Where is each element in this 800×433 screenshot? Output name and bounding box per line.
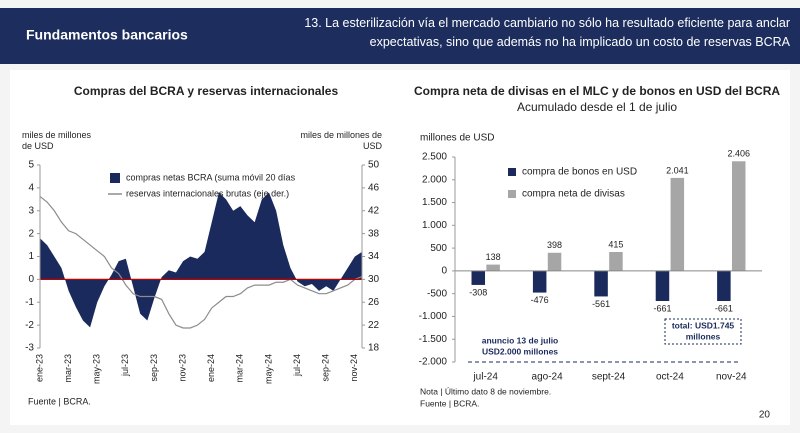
y2-tick-label: 26 xyxy=(368,297,380,308)
bar xyxy=(471,270,486,285)
x-tick-label: mar-24 xyxy=(235,354,245,383)
legend-swatch xyxy=(110,173,120,183)
x-tick-label: ago-24 xyxy=(532,372,564,383)
y-tick-label: 1.500 xyxy=(422,197,447,208)
purchases-area xyxy=(40,192,362,328)
legend-swatch xyxy=(508,168,516,176)
value-label: -661 xyxy=(715,303,733,313)
x-tick-label: nov-24 xyxy=(716,372,747,383)
y-tick-label: -2.000 xyxy=(419,357,448,368)
value-label: 2.041 xyxy=(666,165,689,175)
reserves-line xyxy=(39,195,363,329)
bar xyxy=(547,252,562,271)
y2-axis-title-box: miles de millones de USD xyxy=(300,130,382,151)
y2-tick-label: 46 xyxy=(368,183,380,194)
page-number: 20 xyxy=(759,410,771,421)
chart-title: Compra neta de divisas en el MLC y de bo… xyxy=(414,84,780,98)
y2-tick-label: 38 xyxy=(368,228,380,239)
y-axis-title: millones de USD xyxy=(420,133,494,144)
value-label: 415 xyxy=(608,239,623,249)
y-tick-label: 0 xyxy=(28,274,34,285)
y-tick-label: -3 xyxy=(25,343,34,354)
header-bar xyxy=(0,8,800,64)
y-axis-title: miles de millones de USD xyxy=(22,130,92,151)
note: Nota | Último dato 8 de noviembre. xyxy=(420,386,551,396)
x-tick-label: ene-23 xyxy=(34,354,44,382)
content-panel xyxy=(10,70,790,425)
x-tick-label: sep-24 xyxy=(321,354,331,382)
y-axis-title-box: miles de millones de USD xyxy=(22,130,92,151)
legend-label: compra neta de divisas xyxy=(522,189,625,200)
x-tick-label: sep-23 xyxy=(149,354,159,382)
y-tick-label: 3 xyxy=(28,205,34,216)
bar xyxy=(609,251,623,271)
y-tick-label: -1.000 xyxy=(419,311,448,322)
bar xyxy=(594,270,608,297)
annotation: total: USD1.745 xyxy=(672,320,735,330)
x-tick-label: may-24 xyxy=(263,354,273,384)
x-tick-label: may-23 xyxy=(92,354,102,384)
bar xyxy=(655,270,670,302)
chart-subtitle: Acumulado desde el 1 de julio xyxy=(517,100,677,114)
bar xyxy=(532,270,547,293)
header-subtitle: 13. La esterilización vía el mercado cam… xyxy=(304,16,790,49)
y-tick-label: 1 xyxy=(28,251,34,262)
x-tick-label: oct-24 xyxy=(656,372,684,383)
value-label: -476 xyxy=(531,295,549,305)
y-tick-label: 2 xyxy=(28,228,34,239)
legend-label: compra de bonos en USD xyxy=(522,167,637,178)
y-tick-label: 0 xyxy=(441,266,447,277)
header-subtitle-box: 13. La esterilización vía el mercado cam… xyxy=(304,16,790,49)
y-tick-label: 500 xyxy=(430,243,447,254)
annotation: anuncio 13 de julio xyxy=(482,335,559,345)
header-title: Fundamentos bancarios xyxy=(26,27,188,43)
y-tick-label: -1.500 xyxy=(419,334,448,345)
annotation: USD2.000 millones xyxy=(482,346,558,356)
y2-tick-label: 34 xyxy=(368,251,380,262)
x-tick-label: nov-24 xyxy=(349,354,359,382)
value-label: -561 xyxy=(592,299,610,309)
y2-tick-label: 42 xyxy=(368,205,380,216)
x-tick-label: ene-24 xyxy=(206,354,216,382)
y-tick-label: 2.500 xyxy=(422,152,447,163)
x-tick-label: jul-24 xyxy=(292,354,302,377)
chart-title: Compras del BCRA y reservas internaciona… xyxy=(74,84,339,98)
y-tick-label: -2 xyxy=(25,320,34,331)
legend-swatch xyxy=(508,190,516,198)
y-tick-label: 4 xyxy=(28,183,34,194)
bar xyxy=(670,177,685,271)
bar xyxy=(486,264,500,271)
y-tick-label: 2.000 xyxy=(422,174,447,185)
bar xyxy=(731,161,746,271)
y-tick-label: -1 xyxy=(25,297,34,308)
legend-label: compras netas BCRA (suma móvil 20 días xyxy=(126,172,296,182)
y2-tick-label: 22 xyxy=(368,320,380,331)
total-box xyxy=(664,318,742,345)
y-tick-label: 5 xyxy=(28,160,34,171)
y-tick-label: -500 xyxy=(427,288,447,299)
source: Fuente | BCRA. xyxy=(28,396,91,406)
bar xyxy=(717,270,731,302)
y2-axis-title: miles de millones de USD xyxy=(300,130,382,151)
value-label: -308 xyxy=(469,287,487,297)
value-label: -661 xyxy=(653,303,671,313)
source: Fuente | BCRA. xyxy=(420,398,479,408)
x-tick-label: mar-23 xyxy=(63,354,73,383)
legend-label: reservas internacionales brutas (eje der… xyxy=(126,188,289,198)
value-label: 138 xyxy=(486,252,501,262)
value-label: 2.406 xyxy=(727,149,750,159)
y2-tick-label: 30 xyxy=(368,274,380,285)
x-tick-label: sept-24 xyxy=(592,372,626,383)
x-tick-label: jul-23 xyxy=(120,354,130,377)
y2-tick-label: 18 xyxy=(368,343,380,354)
value-label: 398 xyxy=(547,240,562,250)
x-tick-label: jul-24 xyxy=(472,372,498,383)
y2-tick-label: 50 xyxy=(368,160,380,171)
x-tick-label: nov-23 xyxy=(177,354,187,382)
y-tick-label: 1.000 xyxy=(422,220,447,231)
annotation: millones xyxy=(686,331,721,341)
